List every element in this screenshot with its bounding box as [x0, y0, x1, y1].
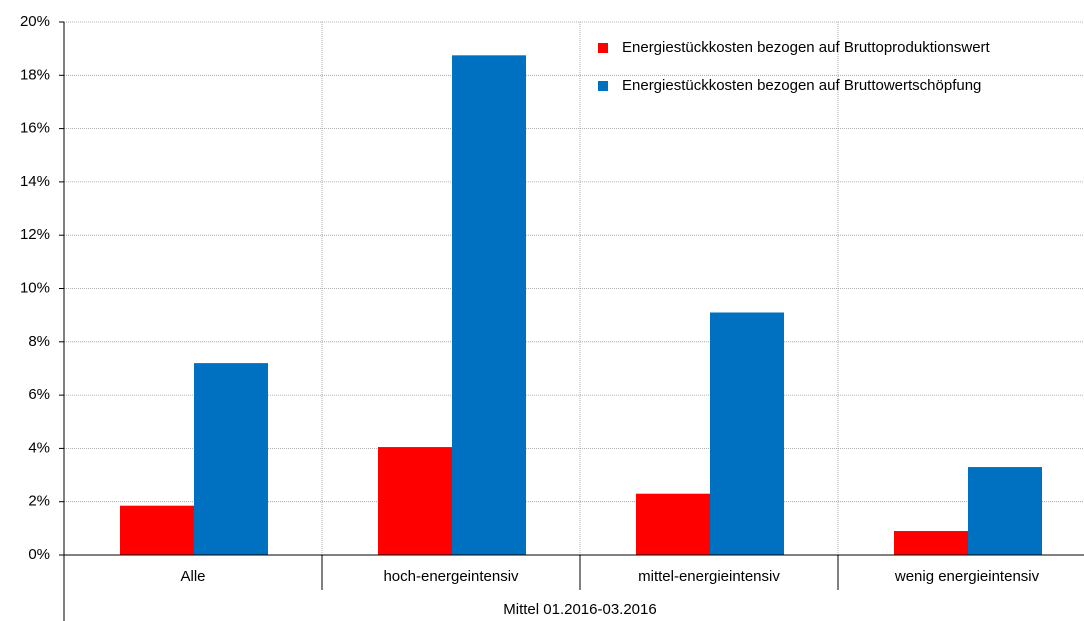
y-tick-label: 6% [28, 386, 50, 403]
bar [636, 493, 710, 555]
x-axis-group-label: Mittel 01.2016-03.2016 [503, 601, 656, 618]
legend-label: Energiestückkosten bezogen auf Bruttower… [622, 77, 981, 94]
y-tick-label: 18% [20, 66, 50, 83]
y-tick-label: 14% [20, 173, 50, 190]
y-tick-label: 4% [28, 439, 50, 456]
y-tick-label: 2% [28, 493, 50, 510]
bar [194, 363, 268, 555]
x-tick-label: wenig energieintensiv [894, 568, 1040, 585]
legend-label: Energiestückkosten bezogen auf Bruttopro… [622, 39, 991, 56]
bar [120, 505, 194, 555]
y-tick-label: 0% [28, 546, 50, 563]
bar [452, 55, 526, 555]
bar [968, 467, 1042, 555]
y-tick-label: 16% [20, 120, 50, 137]
x-tick-label: hoch-energeintensiv [383, 568, 519, 585]
y-tick-label: 12% [20, 226, 50, 243]
bar [710, 312, 784, 555]
x-tick-label: Alle [180, 568, 205, 585]
y-tick-label: 10% [20, 279, 50, 296]
bar [378, 447, 452, 555]
legend-swatch [598, 43, 608, 53]
bar [894, 531, 968, 555]
y-tick-label: 20% [20, 13, 50, 30]
y-tick-label: 8% [28, 333, 50, 350]
x-tick-label: mittel-energieintensiv [638, 568, 780, 585]
legend-swatch [598, 81, 608, 91]
